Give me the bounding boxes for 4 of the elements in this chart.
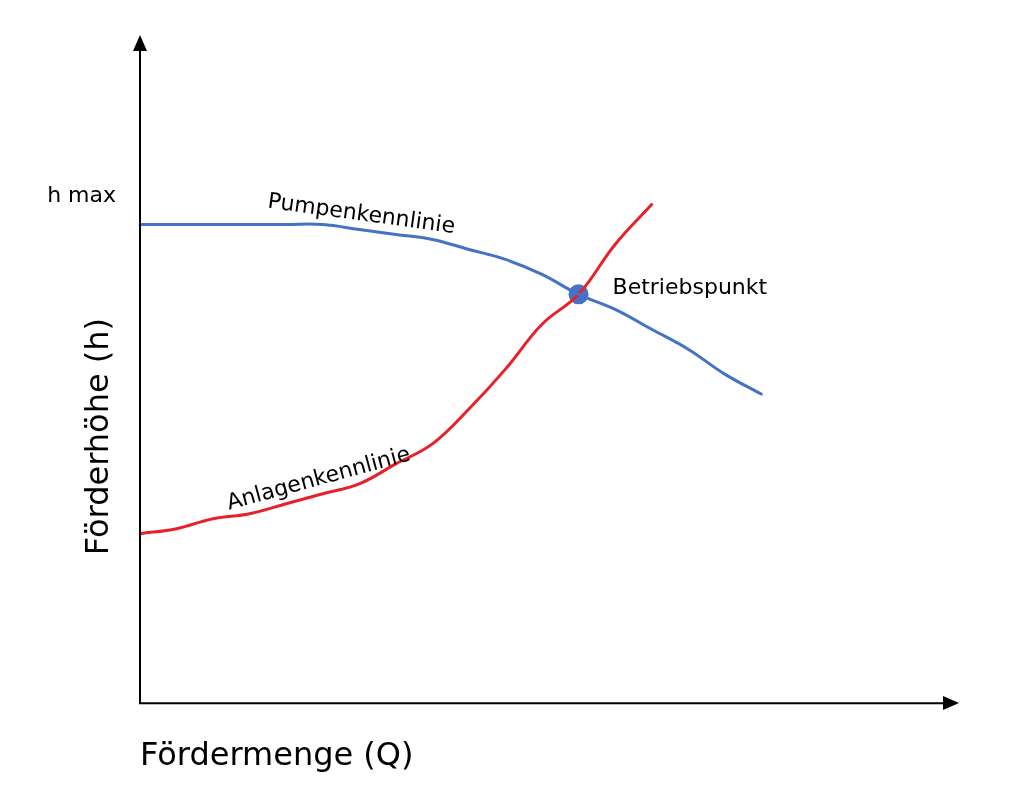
x-axis-title: Fördermenge (Q) bbox=[140, 735, 414, 774]
text: h max bbox=[47, 182, 116, 208]
y-axis-title: Förderhöhe (h) bbox=[78, 317, 117, 556]
annotation: Betriebspunkt bbox=[612, 274, 768, 300]
